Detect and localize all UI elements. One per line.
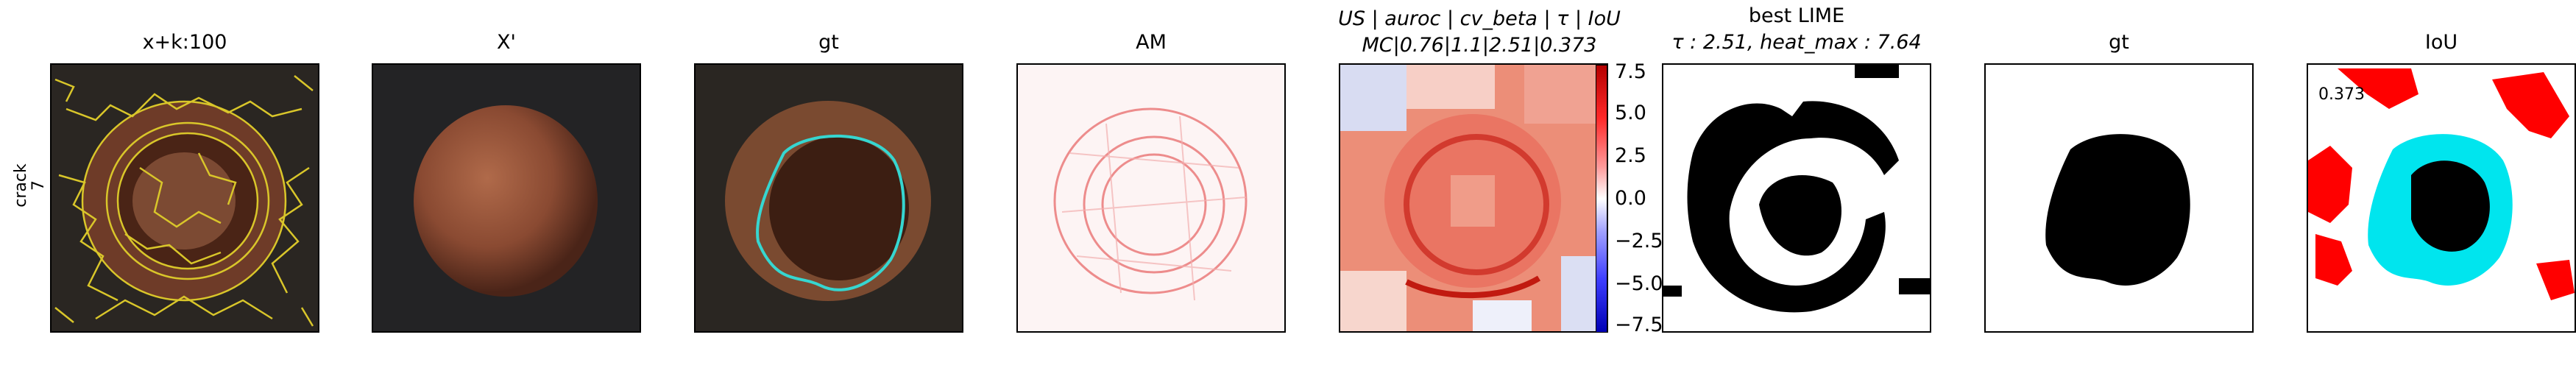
panel-gt2-image <box>1984 63 2254 333</box>
panel-title-lime-line2: τ : 2.51, heat_max : 7.64 <box>1671 31 1922 54</box>
panel-title-gt2: gt <box>2109 31 2129 54</box>
panel-lime-image <box>1662 63 1931 333</box>
panel-title-us-line1: US | auroc | cv_beta | τ | IoU <box>1338 7 1621 30</box>
panel-am-image <box>1016 63 1286 333</box>
panel-title-us-line2: MC|0.76|1.1|2.51|0.373 <box>1362 34 1597 57</box>
panel-title-xprime: X' <box>497 31 516 54</box>
colorbar <box>1596 65 1607 333</box>
panel-title-lime-line1: best LIME <box>1748 4 1845 27</box>
panel-us-image <box>1339 63 1608 333</box>
iou-score-text: 0.373 <box>2318 85 2365 104</box>
colorbar-tick: −2.5 <box>1615 230 1663 252</box>
colorbar-tick: 0.0 <box>1615 187 1646 210</box>
panel-title-xk: x+k:100 <box>142 31 227 54</box>
panel-xk-image <box>50 63 319 333</box>
colorbar-tick: 2.5 <box>1615 144 1646 167</box>
row-label-line2: 7 <box>29 180 48 191</box>
colorbar-tick: −5.0 <box>1615 272 1663 295</box>
panel-title-am: AM <box>1136 31 1167 54</box>
row-label: crack 7 <box>12 145 48 226</box>
colorbar-ticks: 7.5 5.0 2.5 0.0 −2.5 −5.0 −7.5 <box>1615 60 1666 340</box>
panel-title-gt1: gt <box>818 31 839 54</box>
panel-gt1-image <box>694 63 963 333</box>
colorbar-tick: 7.5 <box>1615 60 1646 83</box>
panel-iou-image: 0.373 <box>2307 63 2576 333</box>
panel-title-iou: IoU <box>2424 31 2458 54</box>
panel-xprime-image <box>372 63 641 333</box>
colorbar-tick: −7.5 <box>1615 314 1663 336</box>
row-label-line1: crack <box>12 163 30 208</box>
colorbar-tick: 5.0 <box>1615 102 1646 124</box>
